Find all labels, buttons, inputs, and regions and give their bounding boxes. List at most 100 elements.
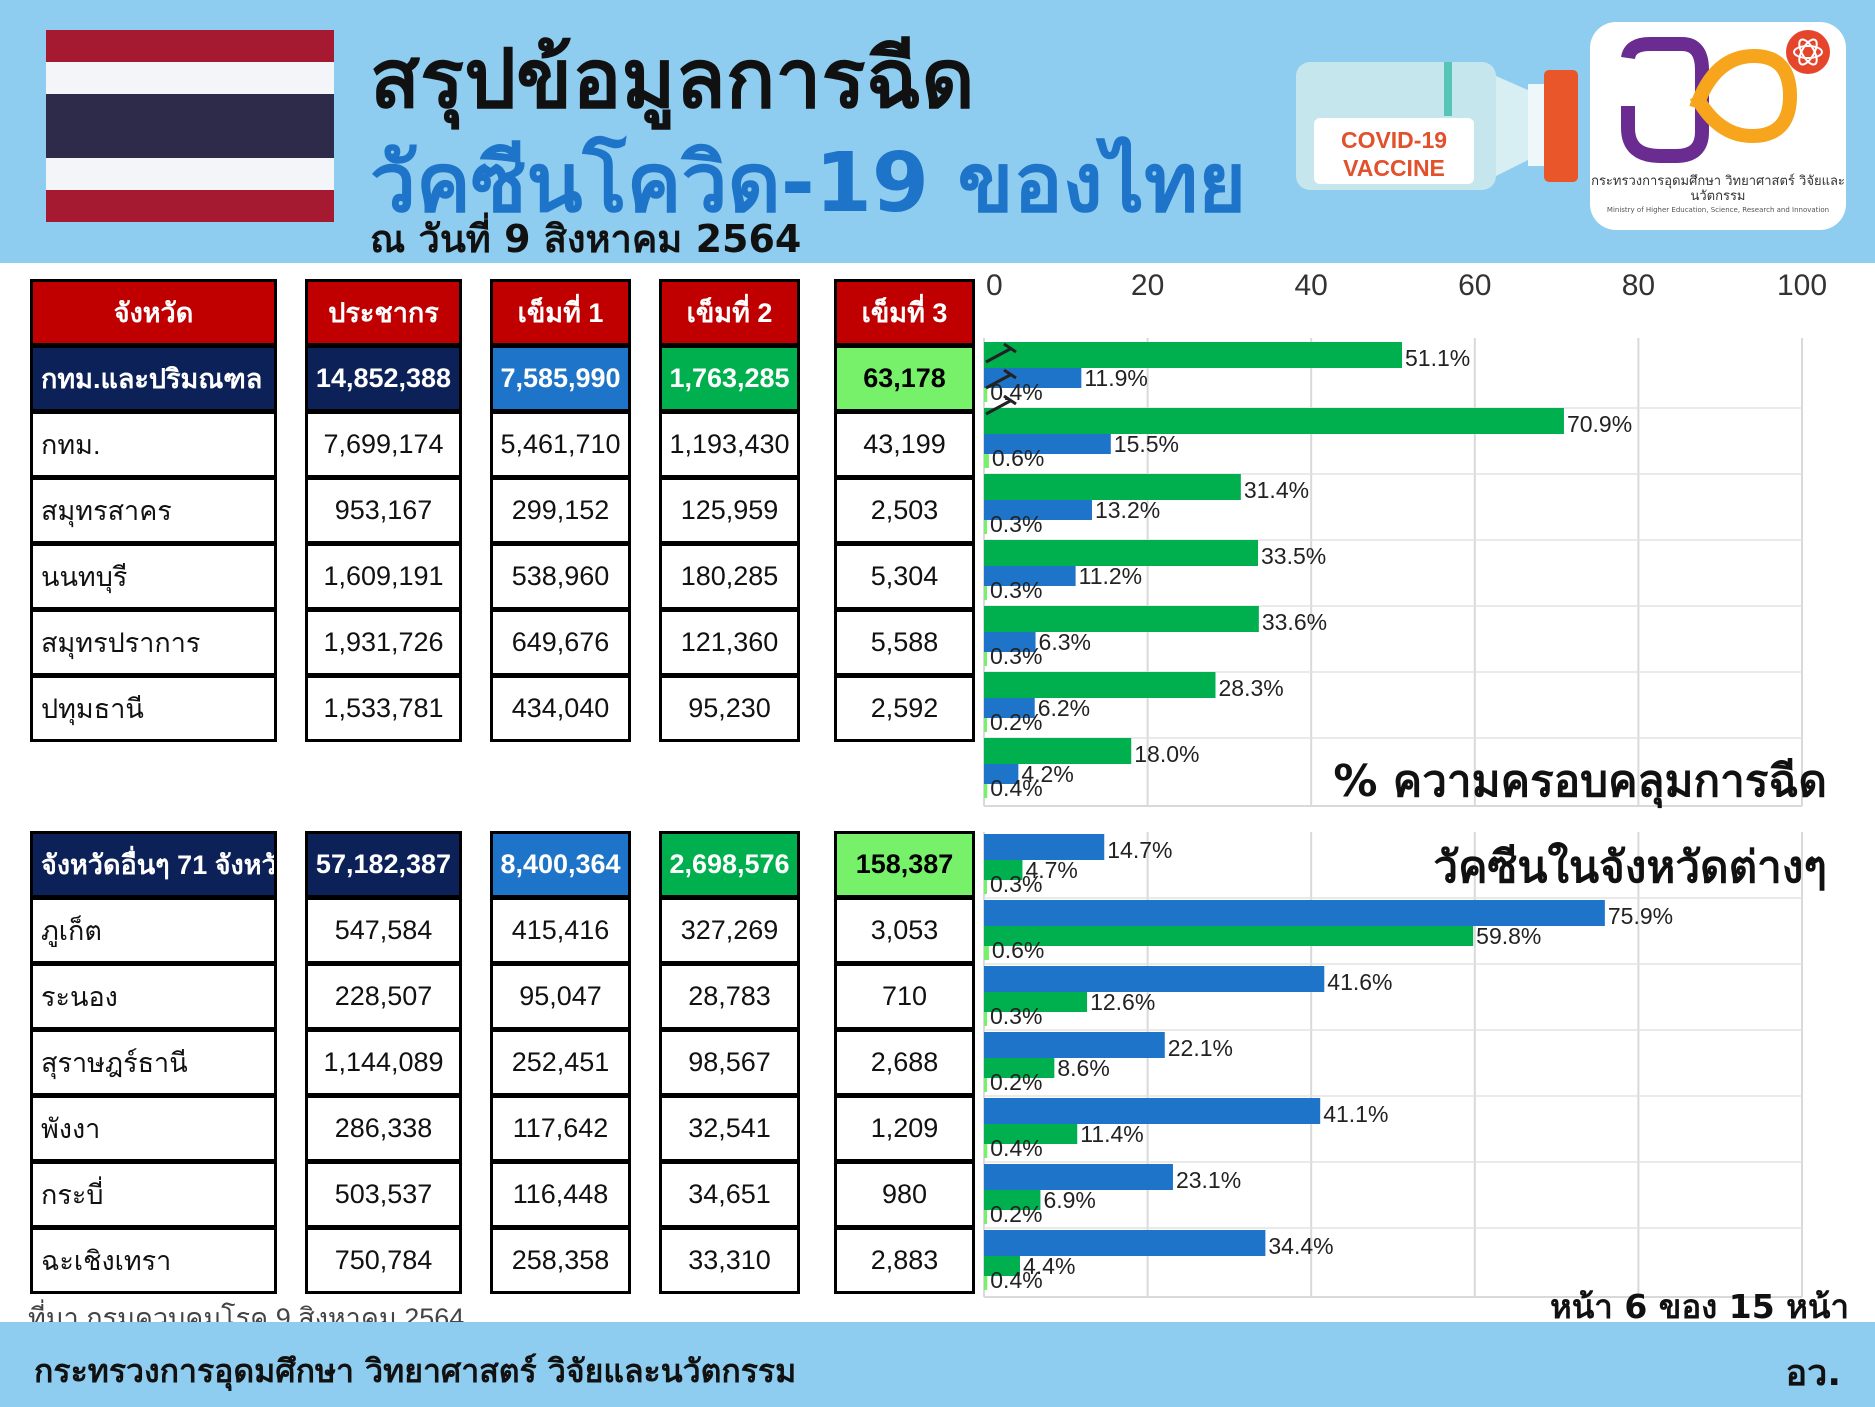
data-label: 75.9%	[1608, 903, 1673, 929]
footer-bar: กระทรวงการอุดมศึกษา วิทยาศาสตร์ วิจัยและ…	[0, 1322, 1875, 1407]
bar	[984, 1164, 1173, 1190]
column-header-province: จังหวัด	[30, 279, 277, 346]
column-header-dose1: เข็มที่ 1	[490, 279, 631, 346]
data-label: 0.3%	[990, 577, 1042, 603]
table-cell-province: นนทบุรี	[30, 543, 277, 610]
data-label: 59.8%	[1476, 923, 1541, 949]
x-tick-label: 0	[986, 269, 1003, 302]
data-label: 70.9%	[1567, 411, 1632, 437]
bar	[984, 1124, 1078, 1144]
data-label: 22.1%	[1168, 1035, 1233, 1061]
bar	[984, 672, 1216, 698]
table-cell-dose1: 117,642	[490, 1095, 631, 1162]
table-cell-dose2: 34,651	[659, 1161, 800, 1228]
table-cell-province: สมุทรปราการ	[30, 609, 277, 676]
table-cell-dose1: 299,152	[490, 477, 631, 544]
table-cell-dose2: 327,269	[659, 897, 800, 964]
table-cell-province: กระบี่	[30, 1161, 277, 1228]
data-label: 6.9%	[1043, 1187, 1095, 1213]
data-label: 15.5%	[1114, 431, 1179, 457]
bar	[984, 1230, 1266, 1256]
summary-cell-population: 57,182,387	[305, 831, 462, 898]
data-label: 0.3%	[990, 1003, 1042, 1029]
ministry-logo: กระทรวงการอุดมศึกษา วิทยาศาสตร์ วิจัยและ…	[1590, 22, 1846, 230]
table-cell-dose2: 180,285	[659, 543, 800, 610]
table-cell-dose3: 3,053	[834, 897, 975, 964]
table-cell-province: ระนอง	[30, 963, 277, 1030]
data-label: 18.0%	[1134, 741, 1199, 767]
bar	[984, 500, 1092, 520]
table-cell-dose1: 116,448	[490, 1161, 631, 1228]
bar	[984, 1276, 988, 1290]
table-cell-province: พังงา	[30, 1095, 277, 1162]
summary-cell-province: กทม.และปริมณฑล	[30, 345, 277, 412]
data-label: 0.2%	[990, 1069, 1042, 1095]
data-label: 0.2%	[990, 1201, 1042, 1227]
bar	[984, 1058, 1055, 1078]
data-label: 0.6%	[992, 937, 1044, 963]
vaccine-vial-icon: COVID-19 VACCINE	[1296, 62, 1578, 190]
bar	[984, 860, 1023, 880]
data-label: 51.1%	[1405, 345, 1470, 371]
table-cell-dose3: 5,588	[834, 609, 975, 676]
bar	[984, 764, 1019, 784]
page-number: หน้า 6 ของ 15 หน้า	[1549, 1287, 1849, 1326]
data-label: 4.4%	[1023, 1253, 1075, 1279]
table-cell-dose2: 32,541	[659, 1095, 800, 1162]
data-label: 11.2%	[1079, 563, 1143, 589]
data-label: 23.1%	[1176, 1167, 1241, 1193]
bar	[984, 834, 1105, 860]
table-cell-population: 1,533,781	[305, 675, 462, 742]
data-label: 0.3%	[990, 643, 1042, 669]
syringe-icon	[985, 368, 1017, 390]
table-cell-dose2: 28,783	[659, 963, 800, 1030]
bar	[984, 540, 1259, 566]
bar	[984, 388, 988, 402]
data-label: 6.2%	[1038, 695, 1090, 721]
summary-cell-province: จังหวัดอื่นๆ 71 จังหวัด	[30, 831, 277, 898]
table-cell-dose2: 33,310	[659, 1227, 800, 1294]
table-cell-population: 1,609,191	[305, 543, 462, 610]
data-label: 0.6%	[992, 445, 1044, 471]
bar	[984, 1256, 1020, 1276]
table-cell-population: 503,537	[305, 1161, 462, 1228]
table-cell-dose2: 95,230	[659, 675, 800, 742]
data-label: 41.6%	[1327, 969, 1392, 995]
bar	[984, 738, 1132, 764]
table-cell-province: ปทุมธานี	[30, 675, 277, 742]
table-cell-dose1: 434,040	[490, 675, 631, 742]
bar	[984, 1190, 1041, 1210]
column-header-population: ประชากร	[305, 279, 462, 346]
bar	[984, 1144, 988, 1158]
table-cell-dose1: 95,047	[490, 963, 631, 1030]
table-cell-province: กทม.	[30, 411, 277, 478]
syringe-icon	[985, 394, 1017, 416]
table-cell-dose2: 1,193,430	[659, 411, 800, 478]
table-cell-population: 547,584	[305, 897, 462, 964]
bar	[984, 880, 987, 894]
table-cell-population: 7,699,174	[305, 411, 462, 478]
data-label: 33.5%	[1261, 543, 1326, 569]
bar	[984, 520, 987, 534]
bar	[984, 632, 1036, 652]
x-tick-label: 60	[1458, 269, 1491, 302]
bar	[984, 652, 987, 666]
table-cell-population: 1,931,726	[305, 609, 462, 676]
bar	[984, 992, 1088, 1012]
table-cell-province: ฉะเชิงเทรา	[30, 1227, 277, 1294]
table-cell-province: สุราษฎร์ธานี	[30, 1029, 277, 1096]
table-cell-population: 1,144,089	[305, 1029, 462, 1096]
logo-caption: กระทรวงการอุดมศึกษา วิทยาศาสตร์ วิจัยและ…	[1591, 174, 1845, 204]
table-cell-dose2: 121,360	[659, 609, 800, 676]
data-label: 0.3%	[990, 511, 1042, 537]
data-label: 4.7%	[1025, 857, 1077, 883]
data-label: 13.2%	[1095, 497, 1160, 523]
table-cell-dose3: 2,883	[834, 1227, 975, 1294]
table-cell-dose3: 2,503	[834, 477, 975, 544]
vaccine-label-2: VACCINE	[1343, 155, 1445, 181]
data-label: 12.6%	[1090, 989, 1155, 1015]
footer-ministry: กระทรวงการอุดมศึกษา วิทยาศาสตร์ วิจัยและ…	[34, 1352, 797, 1390]
data-label: 8.6%	[1057, 1055, 1109, 1081]
table-cell-dose1: 415,416	[490, 897, 631, 964]
column-header-dose3: เข็มที่ 3	[834, 279, 975, 346]
